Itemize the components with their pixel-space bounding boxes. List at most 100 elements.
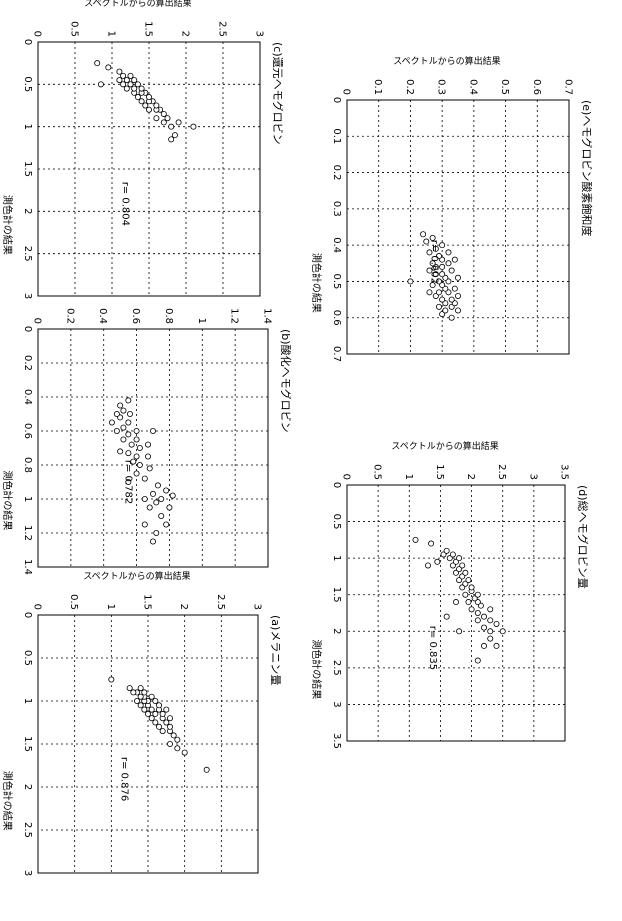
data-point (169, 137, 174, 142)
data-point (457, 556, 462, 561)
data-point (167, 505, 172, 510)
data-point (121, 73, 126, 78)
x-tick-label: 0.6 (331, 310, 342, 326)
x-tick-label: 1.5 (331, 587, 342, 603)
data-point (138, 686, 143, 691)
data-point (129, 442, 134, 447)
data-point (494, 621, 499, 626)
data-point (121, 82, 126, 87)
plot-frame (347, 485, 565, 741)
x-tick-label: 0.4 (22, 389, 33, 405)
y-tick-label: 1.4 (262, 308, 273, 324)
y-tick-label: 2 (465, 474, 476, 480)
data-point (146, 107, 151, 112)
data-point (171, 733, 176, 738)
data-point (463, 592, 468, 597)
data-point (139, 86, 144, 91)
data-point (135, 82, 140, 87)
data-point (167, 716, 172, 721)
data-point (463, 570, 468, 575)
data-point (142, 496, 147, 501)
x-tick-label: 0.4 (331, 237, 342, 253)
y-tick-label: 2.5 (215, 594, 226, 610)
x-axis-label: 測色計の結果 (1, 470, 14, 530)
correlation-label: r= 0.804 (119, 182, 130, 226)
x-axis-label: 測色計の結果 (1, 771, 14, 831)
y-tick-label: 3 (527, 474, 538, 480)
data-point (428, 541, 433, 546)
data-point (127, 686, 132, 691)
data-point (138, 703, 143, 708)
chart-panel-c: 00.511.522.5300.511.522.53r= 0.804(c)還元ヘ… (1, 0, 285, 299)
data-point (145, 442, 150, 447)
data-point (143, 103, 148, 108)
y-tick-label: 2.5 (217, 21, 228, 37)
data-point (132, 78, 137, 83)
x-tick-label: 0.6 (22, 423, 33, 439)
y-axis-label: スペクトルからの算出結果 (84, 0, 191, 9)
data-point (132, 86, 137, 91)
y-tick-label: 1.5 (142, 594, 153, 610)
y-axis-label: スペクトルからの算出結果 (391, 440, 498, 452)
data-point (124, 86, 129, 91)
data-point (488, 636, 493, 641)
data-point (155, 483, 160, 488)
data-point (469, 607, 474, 612)
data-point (460, 563, 465, 568)
data-point (469, 585, 474, 590)
y-tick-label: 1.2 (229, 308, 240, 324)
data-point (182, 750, 187, 755)
data-point (164, 488, 169, 493)
data-point (137, 462, 142, 467)
data-point (154, 500, 159, 505)
data-point (128, 73, 133, 78)
data-point (149, 716, 154, 721)
data-point (137, 445, 142, 450)
data-point (457, 629, 462, 634)
x-tick-label: 0 (331, 482, 342, 488)
data-point (153, 720, 158, 725)
chart-title: (e)ヘモグロビン酸素飽和度 (580, 100, 594, 236)
data-point (131, 690, 136, 695)
data-point (128, 82, 133, 87)
y-tick-label: 2.5 (496, 464, 507, 480)
data-point (481, 614, 486, 619)
data-point (494, 643, 499, 648)
x-tick-label: 2.5 (22, 246, 33, 262)
data-point (421, 232, 426, 237)
data-point (153, 711, 158, 716)
data-point (135, 94, 140, 99)
data-point (154, 116, 159, 121)
y-tick-label: 1.5 (143, 21, 154, 37)
data-point (449, 297, 454, 302)
data-point (488, 618, 493, 623)
data-point (150, 428, 155, 433)
data-point (444, 614, 449, 619)
y-tick-label: 2 (178, 604, 189, 610)
data-point (121, 425, 126, 430)
data-point (161, 120, 166, 125)
data-point (142, 690, 147, 695)
y-tick-label: 0.6 (531, 79, 542, 95)
data-point (440, 297, 445, 302)
x-tick-label: 0.2 (331, 165, 342, 181)
data-point (488, 629, 493, 634)
data-point (164, 522, 169, 527)
data-point (475, 618, 480, 623)
data-point (126, 451, 131, 456)
data-point (425, 563, 430, 568)
y-tick-label: 0.1 (372, 79, 383, 95)
data-point (109, 420, 114, 425)
data-point (160, 711, 165, 716)
x-tick-label: 1 (22, 698, 33, 704)
x-tick-label: 2.5 (331, 660, 342, 676)
data-point (446, 261, 451, 266)
data-point (488, 607, 493, 612)
x-tick-label: 1.2 (22, 525, 33, 541)
x-tick-label: 1.5 (22, 736, 33, 752)
data-point (170, 493, 175, 498)
data-point (145, 711, 150, 716)
data-point (446, 250, 451, 255)
x-tick-label: 0 (22, 39, 33, 45)
